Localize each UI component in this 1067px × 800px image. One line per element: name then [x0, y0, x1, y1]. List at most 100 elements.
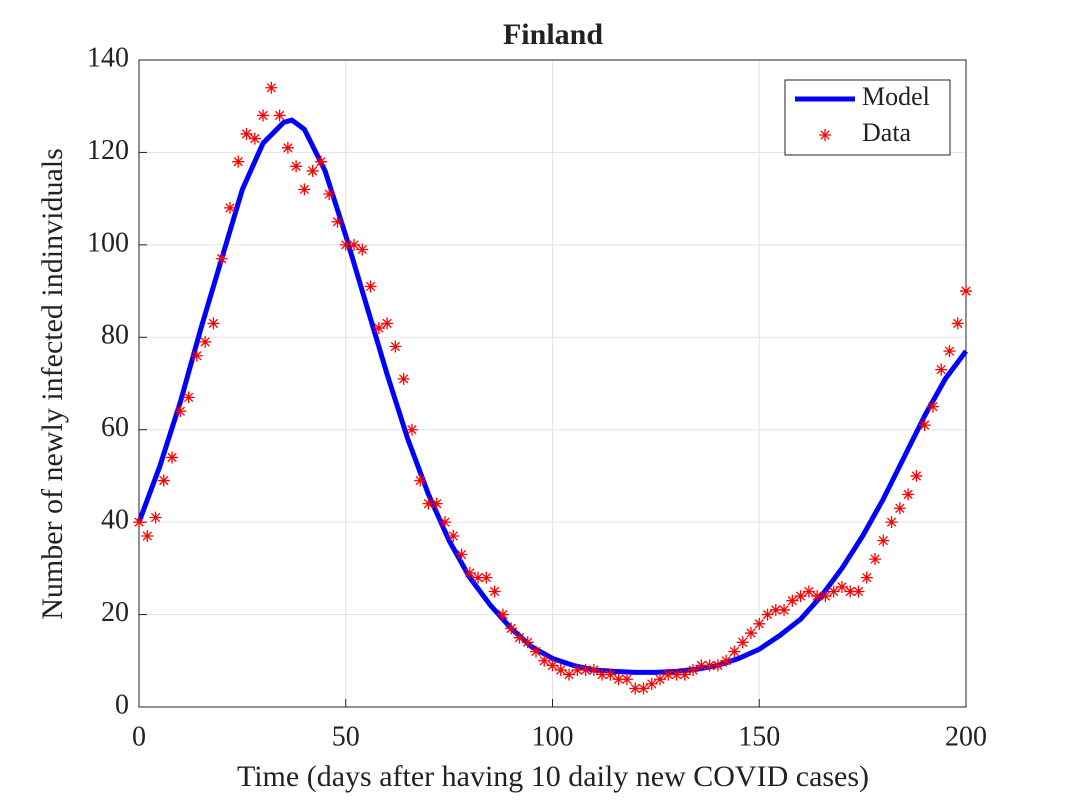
- data-point: [786, 594, 799, 607]
- y-tick-label: 40: [101, 505, 129, 536]
- x-axis-label: Time (days after having 10 daily new COV…: [237, 760, 869, 793]
- data-point: [753, 617, 766, 630]
- data-point: [728, 645, 741, 658]
- data-point: [488, 585, 501, 598]
- data-point: [505, 622, 518, 635]
- chart-title: Finland: [503, 18, 603, 51]
- legend-box: [784, 79, 951, 156]
- data-point: [662, 668, 675, 681]
- data-point: [273, 109, 286, 122]
- data-point: [645, 677, 658, 690]
- data-point: [323, 188, 336, 201]
- data-point: [720, 654, 733, 667]
- data-point: [670, 668, 683, 681]
- data-point: [372, 322, 385, 335]
- data-point: [529, 645, 542, 658]
- data-point: [943, 345, 956, 358]
- legend: Model Data: [784, 79, 951, 156]
- data-point: [463, 566, 476, 579]
- x-tick-label: 0: [132, 721, 146, 752]
- legend-swatch: [819, 129, 831, 141]
- y-tick-label: 0: [115, 689, 129, 720]
- data-point: [389, 340, 402, 353]
- data-point: [935, 363, 948, 376]
- y-tick-label: 80: [101, 320, 129, 351]
- data-point: [414, 474, 427, 487]
- data-point: [174, 405, 187, 418]
- data-point: [546, 659, 559, 672]
- data-point: [438, 516, 451, 529]
- data-point: [339, 238, 352, 251]
- data-point: [521, 636, 534, 649]
- data-point: [678, 668, 691, 681]
- data-point: [381, 317, 394, 330]
- data-point: [761, 608, 774, 621]
- data-point: [265, 81, 278, 94]
- y-tick-label: 100: [87, 227, 129, 258]
- data-point: [422, 497, 435, 510]
- x-tick-label: 100: [532, 721, 574, 752]
- data-point: [885, 516, 898, 529]
- data-point: [926, 400, 939, 413]
- y-tick-label: 120: [87, 135, 129, 166]
- data-point: [835, 580, 848, 593]
- data-point: [960, 285, 972, 298]
- data-point: [290, 160, 303, 173]
- data-point: [563, 668, 576, 681]
- data-point: [190, 349, 203, 362]
- data-point: [430, 497, 443, 510]
- data-point: [587, 664, 600, 677]
- data-point: [314, 155, 327, 168]
- data-point: [877, 534, 890, 547]
- data-point: [232, 155, 245, 168]
- legend-label: Data: [862, 118, 912, 147]
- y-axis-label: Number of newly infected indinviduals: [36, 148, 69, 620]
- data-point: [207, 317, 220, 330]
- data-point: [149, 511, 162, 524]
- data-point: [637, 682, 650, 695]
- data-point: [538, 654, 551, 667]
- data-point: [860, 571, 873, 584]
- data-point: [811, 590, 824, 603]
- data-point: [472, 571, 485, 584]
- data-point: [695, 659, 708, 672]
- data-point: [794, 590, 807, 603]
- data-point: [447, 530, 460, 543]
- data-point: [240, 127, 253, 140]
- plot-frame: [138, 59, 967, 708]
- data-point: [910, 469, 923, 482]
- data-point: [612, 673, 625, 686]
- x-tick-label: 150: [738, 721, 780, 752]
- data-point: [306, 164, 319, 177]
- data-point: [281, 141, 294, 154]
- data-point: [513, 631, 526, 644]
- data-point: [951, 317, 964, 330]
- data-point: [769, 603, 782, 616]
- data-point: [298, 183, 311, 196]
- data-point: [480, 571, 493, 584]
- data-point: [223, 201, 236, 214]
- data-point: [571, 664, 584, 677]
- data-point: [364, 280, 377, 293]
- data-point: [141, 530, 154, 543]
- y-tick-label: 20: [101, 597, 129, 628]
- data-point: [257, 109, 270, 122]
- data-point: [331, 215, 344, 228]
- data-point: [869, 553, 882, 566]
- data-point: [819, 590, 832, 603]
- data-point: [604, 668, 617, 681]
- data-point: [620, 673, 633, 686]
- data-point: [827, 585, 840, 598]
- data-point: [778, 603, 791, 616]
- data-point: [711, 659, 724, 672]
- data-point: [596, 668, 609, 681]
- data-point: [654, 673, 667, 686]
- data-point: [405, 423, 418, 436]
- data-point: [703, 659, 716, 672]
- model-line: [136, 117, 969, 675]
- data-point: [133, 516, 145, 529]
- data-point: [348, 238, 361, 251]
- data-point: [215, 252, 228, 265]
- data-point: [455, 548, 468, 561]
